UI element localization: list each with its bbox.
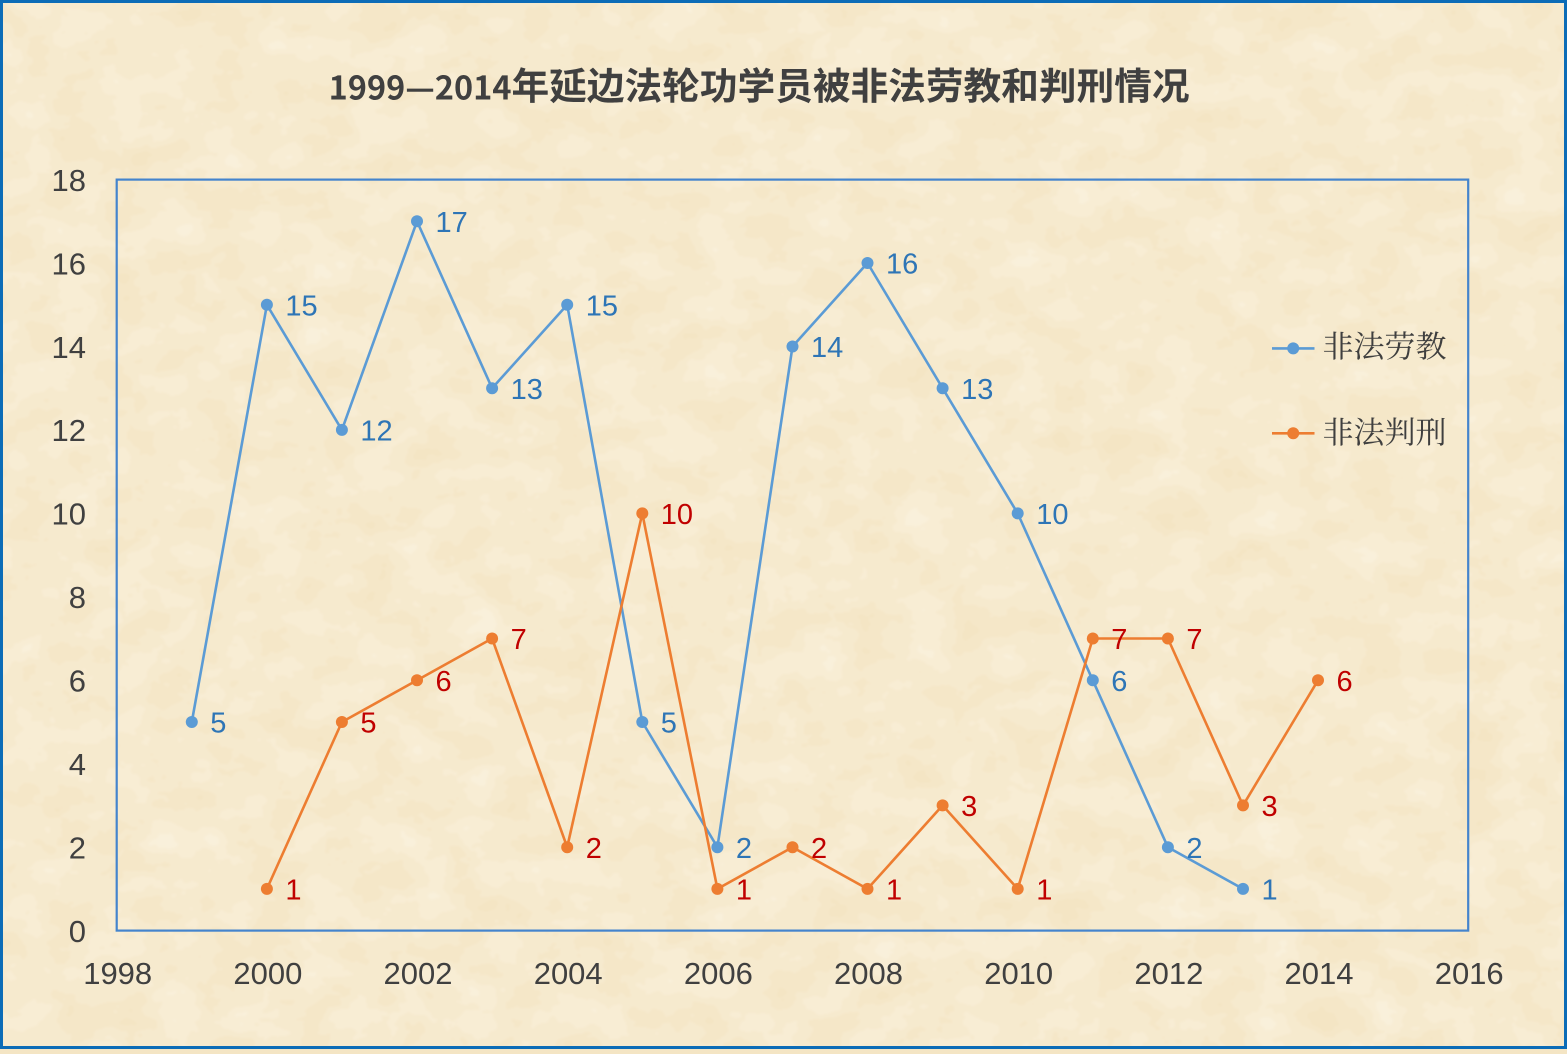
svg-text:6: 6	[69, 664, 86, 699]
svg-text:5: 5	[210, 708, 226, 740]
svg-text:2010: 2010	[984, 956, 1053, 991]
svg-text:10: 10	[661, 499, 693, 531]
svg-text:13: 13	[511, 374, 543, 406]
svg-text:8: 8	[69, 580, 86, 615]
svg-text:3: 3	[1262, 791, 1278, 823]
svg-text:1: 1	[1036, 875, 1052, 907]
svg-text:1: 1	[1262, 875, 1278, 907]
svg-text:2004: 2004	[534, 956, 603, 991]
svg-text:17: 17	[436, 207, 468, 239]
svg-text:1: 1	[285, 875, 301, 907]
svg-text:7: 7	[1186, 624, 1202, 656]
svg-text:10: 10	[52, 497, 86, 532]
svg-text:2: 2	[586, 833, 602, 865]
svg-text:6: 6	[436, 666, 452, 698]
svg-text:1: 1	[736, 875, 752, 907]
svg-text:3: 3	[961, 791, 977, 823]
svg-text:7: 7	[511, 624, 527, 656]
svg-text:2002: 2002	[384, 956, 453, 991]
svg-text:14: 14	[52, 330, 86, 365]
svg-text:1998: 1998	[83, 956, 152, 991]
svg-text:2014: 2014	[1285, 956, 1354, 991]
svg-text:15: 15	[586, 290, 618, 322]
svg-text:14: 14	[811, 332, 843, 364]
svg-text:2000: 2000	[233, 956, 302, 991]
svg-text:5: 5	[360, 708, 376, 740]
svg-text:2: 2	[811, 833, 827, 865]
svg-text:13: 13	[961, 374, 993, 406]
svg-text:12: 12	[360, 416, 392, 448]
svg-text:16: 16	[52, 246, 86, 281]
svg-text:7: 7	[1111, 624, 1127, 656]
svg-text:2008: 2008	[834, 956, 903, 991]
svg-text:2: 2	[1186, 833, 1202, 865]
svg-text:12: 12	[52, 413, 86, 448]
svg-text:16: 16	[886, 249, 918, 281]
svg-text:5: 5	[661, 708, 677, 740]
svg-text:2006: 2006	[684, 956, 753, 991]
svg-text:2016: 2016	[1435, 956, 1504, 991]
svg-text:6: 6	[1111, 666, 1127, 698]
svg-text:4: 4	[69, 747, 86, 782]
svg-text:6: 6	[1337, 666, 1353, 698]
svg-text:18: 18	[52, 163, 86, 198]
svg-text:15: 15	[285, 290, 317, 322]
svg-text:2: 2	[736, 833, 752, 865]
svg-text:10: 10	[1036, 499, 1068, 531]
svg-text:0: 0	[69, 914, 86, 949]
svg-text:2012: 2012	[1134, 956, 1203, 991]
svg-text:1: 1	[886, 875, 902, 907]
svg-text:2: 2	[69, 831, 86, 866]
